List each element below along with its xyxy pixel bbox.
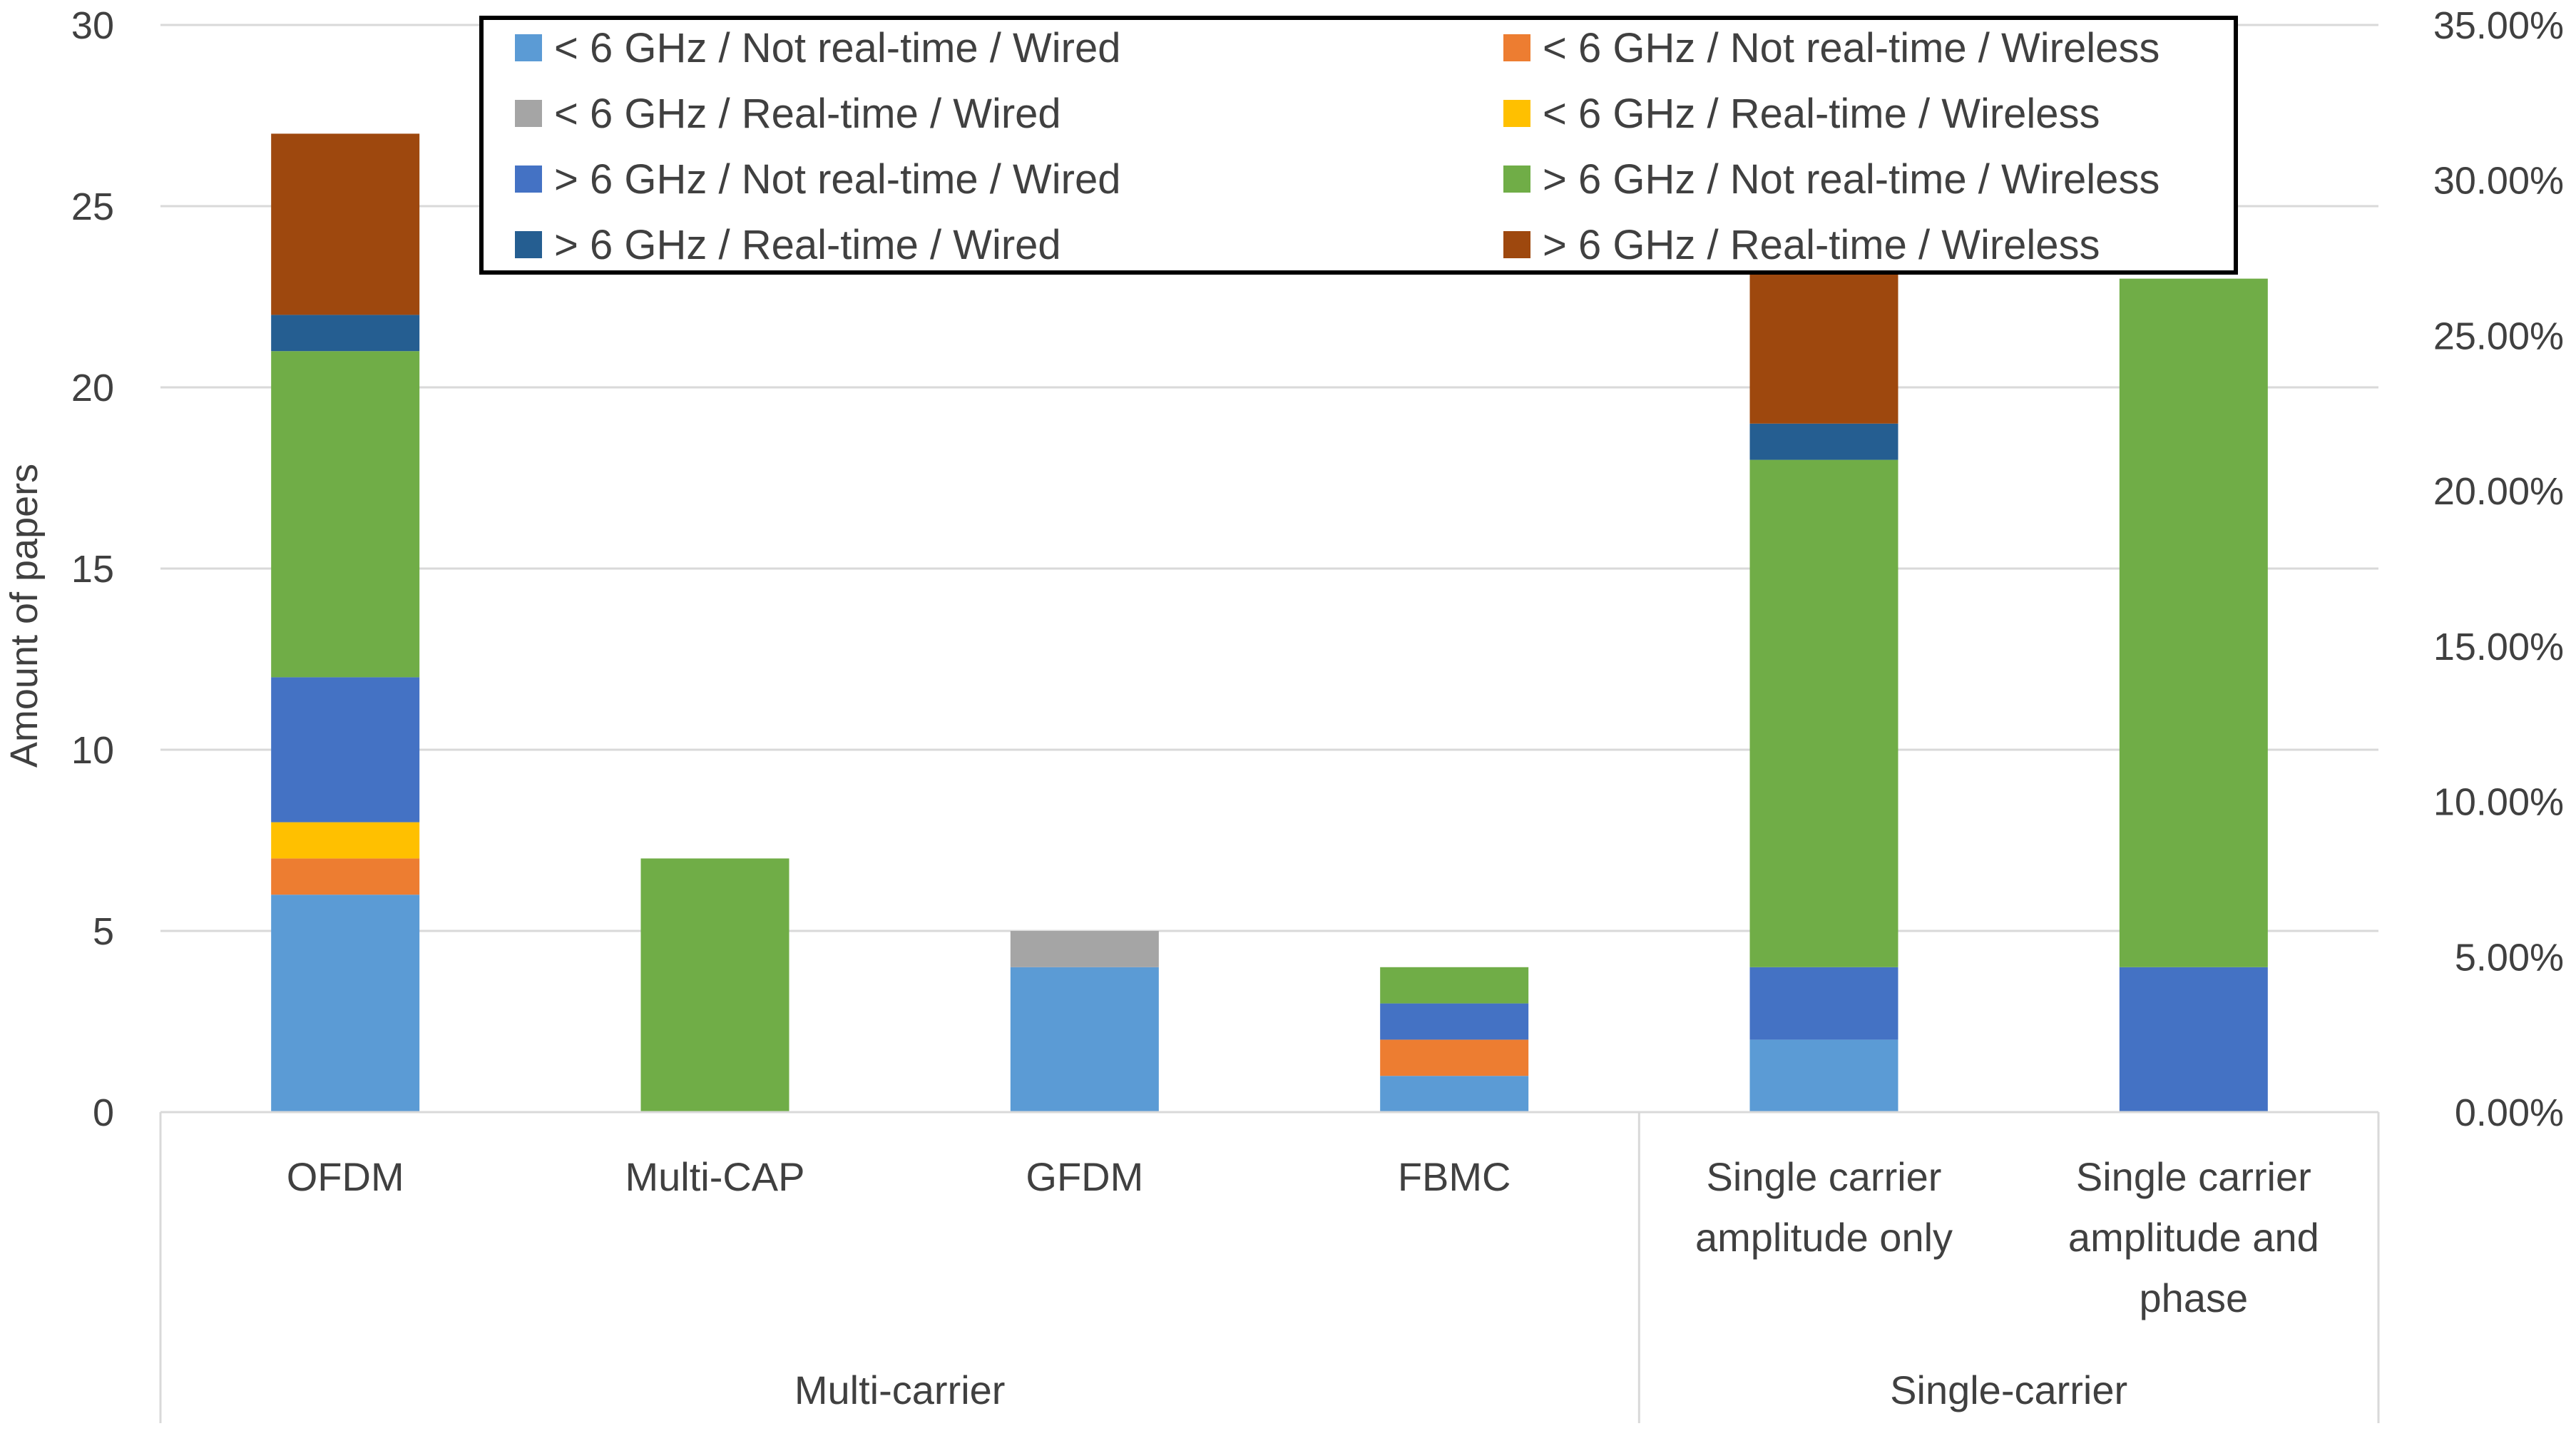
legend-label: < 6 GHz / Real-time / Wired bbox=[554, 91, 1061, 137]
category-label: amplitude only bbox=[1695, 1215, 1953, 1260]
legend: < 6 GHz / Not real-time / Wired < 6 GHz /… bbox=[479, 16, 2238, 275]
legend-label: > 6 GHz / Not real-time / Wired bbox=[554, 156, 1120, 203]
bar-segment bbox=[2119, 967, 2268, 1112]
legend-label: < 6 GHz / Not real-time / Wired bbox=[554, 25, 1120, 71]
bar-segment bbox=[1010, 967, 1159, 1112]
bar-segment bbox=[1380, 1076, 1529, 1112]
y-axis-label: Amount of papers bbox=[3, 464, 46, 768]
bar-segment bbox=[271, 822, 420, 859]
category-label: GFDM bbox=[1026, 1154, 1143, 1199]
legend-label: < 6 GHz / Not real-time / Wireless bbox=[1543, 25, 2160, 71]
y-tick-label: 25 bbox=[71, 185, 114, 228]
bar-segment bbox=[1010, 931, 1159, 967]
bar-segment bbox=[271, 677, 420, 823]
bar-segment bbox=[1380, 967, 1529, 1004]
y2-tick-label: 10.00% bbox=[2433, 781, 2564, 824]
legend-swatch bbox=[1503, 34, 1530, 61]
category-label: phase bbox=[2140, 1275, 2249, 1320]
bar-segment bbox=[271, 858, 420, 895]
legend-swatch bbox=[1503, 165, 1530, 193]
legend-label: < 6 GHz / Real-time / Wireless bbox=[1543, 91, 2100, 137]
y2-tick-label: 30.00% bbox=[2433, 160, 2564, 203]
bar-segment bbox=[1380, 1039, 1529, 1076]
legend-swatch bbox=[1503, 231, 1530, 258]
group-labels: Multi-carrier Single-carrier bbox=[794, 1368, 2127, 1412]
category-label: amplitude and bbox=[2068, 1215, 2319, 1260]
legend-swatch bbox=[1503, 100, 1530, 127]
y2-tick-label: 20.00% bbox=[2433, 470, 2564, 513]
legend-swatch bbox=[515, 165, 542, 193]
y2-tick-label: 35.00% bbox=[2433, 4, 2564, 47]
right-axis-ticks: 0.00% 5.00% 10.00% 15.00% 20.00% 25.00% 30.00%… bbox=[2433, 4, 2564, 1134]
legend-label: > 6 GHz / Not real-time / Wireless bbox=[1543, 156, 2160, 203]
legend-label: > 6 GHz / Real-time / Wired bbox=[554, 222, 1061, 268]
bar-segment bbox=[271, 895, 420, 1112]
legend-swatch bbox=[515, 100, 542, 127]
y-tick-label: 20 bbox=[71, 367, 114, 409]
bar-segment bbox=[640, 858, 789, 1112]
bar-segment bbox=[1749, 459, 1898, 967]
axes bbox=[159, 1111, 2380, 1423]
bar-segment bbox=[271, 315, 420, 352]
category-label: Single carrier bbox=[1707, 1154, 1942, 1199]
y2-tick-label: 25.00% bbox=[2433, 315, 2564, 357]
bar-segment bbox=[1749, 1039, 1898, 1112]
legend-frame bbox=[479, 16, 2238, 275]
group-label: Single-carrier bbox=[1890, 1368, 2127, 1412]
y-tick-label: 0 bbox=[93, 1091, 114, 1134]
bar-segment bbox=[271, 133, 420, 315]
left-axis-ticks: 0 5 10 15 20 25 30 bbox=[71, 4, 114, 1134]
category-label: Multi-CAP bbox=[625, 1154, 804, 1199]
legend-label: > 6 GHz / Real-time / Wireless bbox=[1543, 222, 2100, 268]
category-labels: OFDM Multi-CAP GFDM FBMC Single carrier ampli… bbox=[287, 1154, 2319, 1320]
y2-tick-label: 15.00% bbox=[2433, 626, 2564, 668]
y-tick-label: 5 bbox=[93, 910, 114, 953]
y-tick-label: 30 bbox=[71, 4, 114, 47]
category-label: OFDM bbox=[287, 1154, 404, 1199]
y2-tick-label: 5.00% bbox=[2455, 936, 2564, 979]
y-tick-label: 15 bbox=[71, 548, 114, 591]
legend-swatch bbox=[515, 231, 542, 258]
bar-segment bbox=[1749, 423, 1898, 460]
category-label: FBMC bbox=[1398, 1154, 1511, 1199]
bar-segment bbox=[2119, 278, 2268, 967]
category-label: Single carrier bbox=[2076, 1154, 2311, 1199]
bar-segment bbox=[1749, 967, 1898, 1040]
legend-swatch bbox=[515, 34, 542, 61]
bar-segment bbox=[271, 351, 420, 678]
y-tick-label: 10 bbox=[71, 729, 114, 772]
bars bbox=[271, 133, 2268, 1112]
bar-segment bbox=[1380, 1003, 1529, 1040]
y2-tick-label: 0.00% bbox=[2455, 1091, 2564, 1134]
group-label: Multi-carrier bbox=[794, 1368, 1006, 1412]
